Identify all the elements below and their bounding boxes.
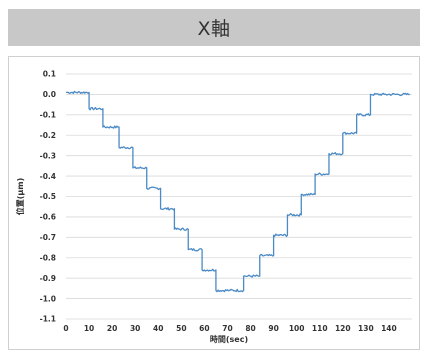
y-tick-label: -0.1 [40,111,56,120]
y-axis-title: 位置(μm) [15,178,25,216]
y-tick-label: -0.4 [40,172,56,181]
x-tick-label: 130 [358,324,374,333]
x-tick-label: 10 [84,324,94,333]
x-axis-title: 時間(sec) [210,334,248,344]
y-tick-label: -0.3 [40,151,56,160]
x-tick-label: 110 [312,324,328,333]
y-tick-label: -0.5 [40,192,56,201]
y-tick-label: -1.0 [40,294,56,303]
x-tick-label: 70 [222,324,232,333]
x-tick-label: 50 [176,324,186,333]
y-tick-label: 0.1 [43,70,56,79]
x-tick-label: 40 [153,324,163,333]
x-tick-label: 20 [107,324,117,333]
line-chart: 0.1 0.0 -0.1 -0.2 -0.3 -0.4 -0.5 -0.6 -0.7 -0.8 -0… [15,70,412,344]
y-tick-label: -0.7 [40,233,56,242]
y-tick-label: -0.2 [40,131,56,140]
y-tick-labels: 0.1 0.0 -0.1 -0.2 -0.3 -0.4 -0.5 -0.6 -0.7 -0.8 -0… [40,70,56,324]
chart-title: X軸 [197,18,231,40]
x-tick-label: 120 [335,324,351,333]
x-tick-label: 80 [245,324,255,333]
x-tick-labels: 0 10 20 30 40 50 60 70 80 90 100 110 120 130 140 [63,324,396,333]
gridlines [66,73,412,320]
y-tick-label: -0.9 [40,274,56,283]
x-tick-label: 0 [63,324,68,333]
series-line [65,90,410,293]
x-tick-label: 30 [130,324,140,333]
y-tick-label: -1.1 [40,315,56,324]
y-tick-label: -0.8 [40,253,56,262]
x-tick-label: 100 [289,324,305,333]
x-tick-label: 60 [199,324,209,333]
x-tick-label: 90 [268,324,278,333]
chart-header: X軸 [8,9,420,46]
y-tick-label: -0.6 [40,213,56,222]
chart-frame: 0.1 0.0 -0.1 -0.2 -0.3 -0.4 -0.5 -0.6 -0.7 -0.8 -0… [8,56,420,350]
y-tick-label: 0.0 [43,90,56,99]
x-tick-label: 140 [381,324,397,333]
